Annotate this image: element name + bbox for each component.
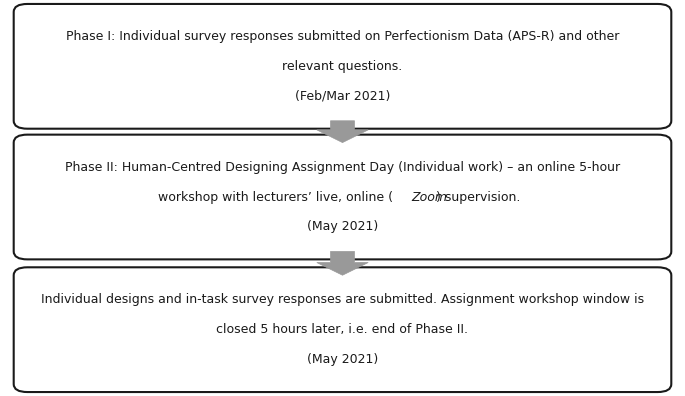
Text: closed 5 hours later, i.e. end of Phase II.: closed 5 hours later, i.e. end of Phase … xyxy=(216,323,469,336)
Text: (Feb/Mar 2021): (Feb/Mar 2021) xyxy=(295,89,390,103)
Polygon shape xyxy=(316,121,369,143)
Text: Individual designs and in-task survey responses are submitted. Assignment worksh: Individual designs and in-task survey re… xyxy=(41,293,644,307)
Text: relevant questions.: relevant questions. xyxy=(282,60,403,73)
Text: (May 2021): (May 2021) xyxy=(307,353,378,366)
Polygon shape xyxy=(316,251,369,275)
FancyBboxPatch shape xyxy=(14,4,671,129)
FancyBboxPatch shape xyxy=(14,135,671,259)
Text: Phase II: Human-Centred Designing Assignment Day (Individual work) – an online 5: Phase II: Human-Centred Designing Assign… xyxy=(65,161,620,174)
Text: (May 2021): (May 2021) xyxy=(307,220,378,233)
Text: Phase I: Individual survey responses submitted on Perfectionism Data (APS-R) and: Phase I: Individual survey responses sub… xyxy=(66,30,619,43)
Text: Zoom: Zoom xyxy=(411,190,447,204)
FancyBboxPatch shape xyxy=(14,267,671,392)
Text: ) supervision.: ) supervision. xyxy=(436,190,521,204)
Text: workshop with lecturers’ live, online (: workshop with lecturers’ live, online ( xyxy=(158,190,393,204)
